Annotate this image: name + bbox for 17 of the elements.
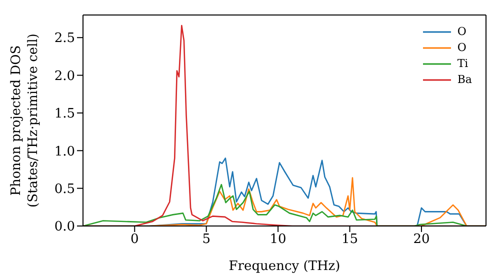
y-tick-label: 2.5	[54, 31, 75, 46]
y-tick-label: 1.5	[54, 106, 75, 122]
x-tick-label: 5	[202, 232, 210, 248]
y-tick-label: 0.0	[54, 220, 75, 235]
x-axis-title: Frequency (THz)	[228, 259, 340, 274]
legend-label: O	[457, 40, 466, 56]
legend-label: Ti	[457, 56, 468, 72]
legend-label: Ba	[457, 72, 472, 88]
y-axis-title: Phonon projected DOS (States/THz·primitive cell)	[9, 33, 41, 208]
y-tick-label: 1.0	[54, 144, 75, 160]
legend-label: O	[457, 24, 466, 40]
x-tick-label: 20	[413, 232, 430, 248]
x-tick-label: 10	[270, 232, 286, 248]
x-tick-label: 15	[341, 232, 358, 248]
y-tick-label: 0.5	[54, 182, 75, 197]
x-tick-label: 0	[130, 232, 139, 248]
y-tick-label: 2.0	[54, 68, 75, 84]
